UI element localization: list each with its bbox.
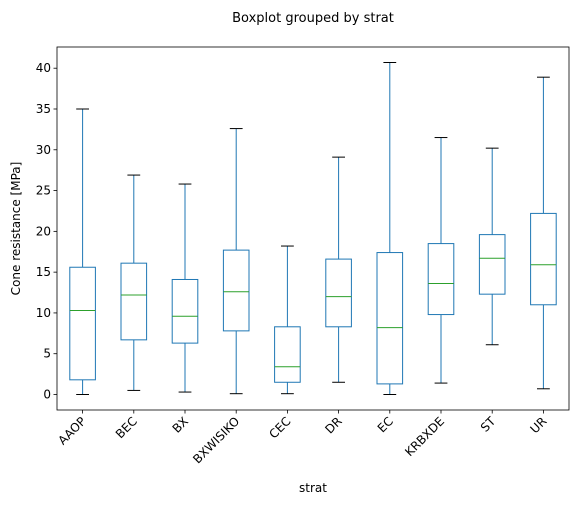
plot-frame — [56, 46, 570, 411]
box-group-ec — [376, 61, 404, 396]
box — [222, 249, 250, 332]
box — [171, 278, 199, 344]
box-group-bxwisiko — [222, 128, 250, 395]
y-tick-label: 30 — [36, 143, 51, 157]
x-tick-label: BEC — [113, 414, 140, 441]
x-tick-label: EC — [375, 414, 396, 435]
box-group-st — [478, 147, 506, 346]
chart-title: Boxplot grouped by strat — [232, 11, 394, 26]
y-tick-label: 25 — [36, 184, 51, 198]
x-tick-label: BX — [170, 414, 192, 436]
box-group-bec — [120, 174, 148, 391]
x-tick-label: UR — [528, 414, 550, 436]
y-tick-label: 0 — [43, 388, 51, 402]
box — [120, 262, 148, 341]
plot-area — [69, 61, 557, 396]
box-group-bx — [171, 183, 199, 393]
box-group-cec — [274, 245, 301, 395]
x-tick-label: DR — [322, 414, 344, 436]
y-tick-label: 15 — [36, 265, 51, 279]
y-tick-label: 20 — [36, 224, 51, 238]
y-axis-label: Cone resistance [MPa] — [9, 162, 23, 296]
y-tick-label: 40 — [36, 61, 51, 75]
box — [274, 326, 301, 383]
x-tick-label: BXWISIKO — [190, 414, 242, 466]
x-tick-label: AAOP — [55, 414, 88, 447]
box-group-dr — [325, 156, 352, 383]
box — [69, 266, 96, 381]
box-group-krbxde — [427, 137, 455, 384]
box — [376, 252, 404, 385]
x-tick-label: KRBXDE — [402, 414, 447, 459]
y-tick-label: 5 — [43, 347, 51, 361]
y-tick-label: 35 — [36, 102, 51, 116]
box — [530, 212, 557, 306]
box — [325, 258, 352, 328]
y-tick-label: 10 — [36, 306, 51, 320]
x-axis-label: strat — [299, 481, 327, 495]
x-tick-label: ST — [478, 414, 499, 435]
x-tick-label: CEC — [266, 414, 293, 441]
y-axis: 0 5 10 15 20 25 30 35 40 — [36, 61, 57, 402]
box-group-aaop — [69, 108, 96, 396]
box — [478, 234, 506, 295]
box — [427, 243, 455, 316]
x-axis: AAOP BEC BX BXWISIKO CEC DR EC KRBXDE ST UR — [55, 410, 550, 466]
box-group-ur — [530, 76, 557, 390]
